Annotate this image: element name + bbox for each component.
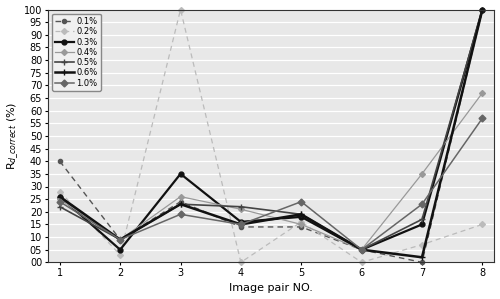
0.2%	[419, 243, 425, 246]
0.1%	[419, 260, 425, 264]
0.4%	[57, 197, 63, 201]
Line: 1.0%: 1.0%	[58, 116, 485, 252]
Y-axis label: R$_{d\_correct}$ (%): R$_{d\_correct}$ (%)	[6, 102, 21, 170]
1.0%	[178, 213, 184, 216]
0.2%	[358, 260, 364, 264]
0.4%	[298, 223, 304, 226]
0.4%	[238, 208, 244, 211]
Line: 0.6%: 0.6%	[56, 6, 486, 261]
0.3%	[178, 172, 184, 176]
0.2%	[480, 223, 486, 226]
0.3%	[238, 220, 244, 224]
0.6%	[178, 202, 184, 206]
Legend: 0.1%, 0.2%, 0.3%, 0.4%, 0.5%, 0.6%, 1.0%: 0.1%, 0.2%, 0.3%, 0.4%, 0.5%, 0.6%, 1.0%	[52, 14, 100, 91]
0.6%	[480, 8, 486, 11]
0.1%	[57, 159, 63, 163]
0.3%	[419, 223, 425, 226]
0.2%	[298, 220, 304, 224]
0.5%	[298, 213, 304, 216]
0.1%	[358, 248, 364, 251]
0.5%	[238, 205, 244, 208]
0.6%	[419, 255, 425, 259]
0.1%	[178, 200, 184, 203]
0.5%	[419, 218, 425, 221]
0.5%	[358, 248, 364, 251]
0.3%	[298, 215, 304, 219]
1.0%	[358, 248, 364, 251]
0.4%	[480, 91, 486, 95]
0.2%	[178, 8, 184, 11]
Line: 0.3%: 0.3%	[58, 7, 485, 252]
0.4%	[178, 195, 184, 199]
1.0%	[419, 202, 425, 206]
Line: 0.2%: 0.2%	[58, 7, 484, 264]
1.0%	[298, 200, 304, 203]
0.3%	[57, 195, 63, 199]
0.2%	[117, 253, 123, 257]
0.4%	[358, 248, 364, 251]
0.4%	[419, 172, 425, 176]
0.3%	[358, 248, 364, 251]
0.6%	[57, 195, 63, 199]
X-axis label: Image pair NO.: Image pair NO.	[229, 283, 313, 293]
Line: 0.1%: 0.1%	[58, 7, 484, 264]
0.3%	[480, 8, 486, 11]
1.0%	[117, 238, 123, 241]
0.1%	[238, 225, 244, 229]
0.5%	[117, 238, 123, 241]
0.6%	[238, 223, 244, 226]
0.3%	[117, 248, 123, 251]
0.6%	[117, 238, 123, 241]
0.4%	[117, 238, 123, 241]
0.5%	[57, 205, 63, 208]
Line: 0.4%: 0.4%	[58, 91, 484, 252]
1.0%	[238, 223, 244, 226]
1.0%	[480, 116, 486, 120]
0.1%	[298, 225, 304, 229]
0.6%	[298, 213, 304, 216]
0.2%	[238, 260, 244, 264]
Line: 0.5%: 0.5%	[56, 6, 486, 253]
0.6%	[358, 248, 364, 251]
0.1%	[480, 8, 486, 11]
1.0%	[57, 200, 63, 203]
0.2%	[57, 190, 63, 193]
0.5%	[178, 202, 184, 206]
0.1%	[117, 238, 123, 241]
0.5%	[480, 8, 486, 11]
